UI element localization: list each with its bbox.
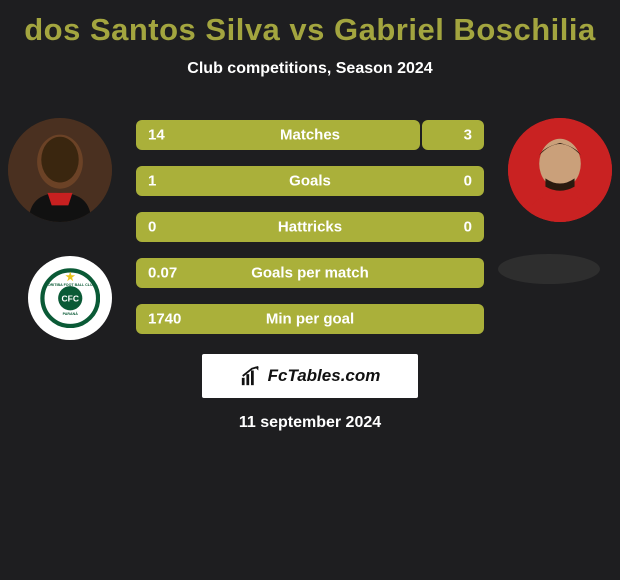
stat-bar-left xyxy=(136,120,420,150)
stat-row-hattricks: 0 Hattricks 0 xyxy=(136,212,484,242)
branding-text: FcTables.com xyxy=(268,366,381,386)
stat-label: Min per goal xyxy=(266,311,354,328)
stat-value-left: 1 xyxy=(148,173,156,190)
svg-text:PARANÁ: PARANÁ xyxy=(62,311,78,316)
stat-label: Matches xyxy=(280,127,340,144)
stat-label: Hattricks xyxy=(278,219,342,236)
stats-bars: 14 Matches 3 1 Goals 0 0 Hattricks 0 0.0… xyxy=(136,118,484,334)
svg-text:CFC: CFC xyxy=(61,293,78,303)
stat-value-left: 0 xyxy=(148,219,156,236)
date-label: 11 september 2024 xyxy=(0,414,620,432)
club-right-badge xyxy=(498,254,600,284)
stat-value-left: 1740 xyxy=(148,311,181,328)
stat-row-goals-per-match: 0.07 Goals per match xyxy=(136,258,484,288)
club-left-badge: CFC CORITIBA FOOT BALL CLUB PARANÁ xyxy=(28,256,112,340)
stat-value-right: 3 xyxy=(464,127,472,144)
stat-value-right: 0 xyxy=(464,219,472,236)
stat-bar-right xyxy=(422,120,484,150)
page-subtitle: Club competitions, Season 2024 xyxy=(0,60,620,78)
stat-label: Goals per match xyxy=(251,265,369,282)
stat-row-matches: 14 Matches 3 xyxy=(136,120,484,150)
comparison-content: CFC CORITIBA FOOT BALL CLUB PARANÁ 14 Ma… xyxy=(0,118,620,432)
stat-value-left: 14 xyxy=(148,127,165,144)
stat-row-goals: 1 Goals 0 xyxy=(136,166,484,196)
svg-text:CORITIBA FOOT BALL CLUB: CORITIBA FOOT BALL CLUB xyxy=(45,283,95,287)
player-left-avatar xyxy=(8,118,112,222)
stat-label: Goals xyxy=(289,173,331,190)
player-right-avatar xyxy=(508,118,612,222)
stat-value-left: 0.07 xyxy=(148,265,177,282)
page-title: dos Santos Silva vs Gabriel Boschilia xyxy=(0,0,620,48)
fctables-icon xyxy=(240,365,262,387)
branding-badge: FcTables.com xyxy=(202,354,418,398)
stat-row-min-per-goal: 1740 Min per goal xyxy=(136,304,484,334)
stat-value-right: 0 xyxy=(464,173,472,190)
